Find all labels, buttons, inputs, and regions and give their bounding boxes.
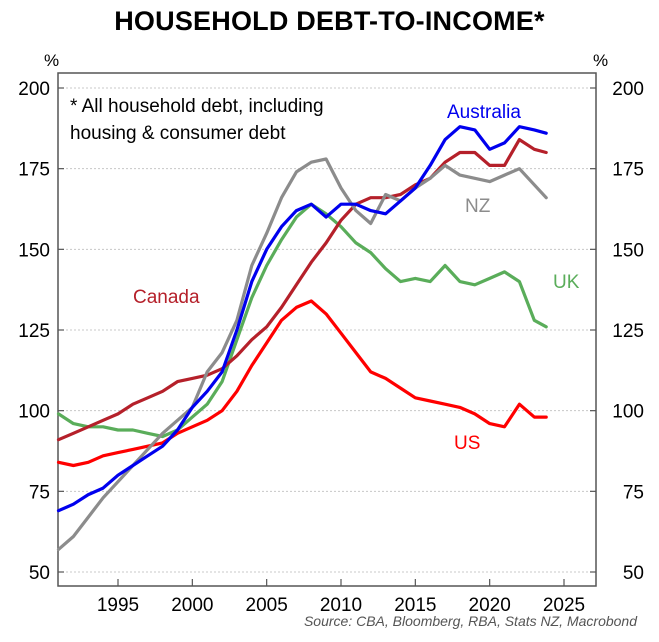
y-tick-label-left: 175 — [18, 160, 50, 181]
series-us — [56, 299, 548, 468]
y-tick-label-left: 125 — [18, 321, 50, 342]
x-tick-label: 2010 — [320, 595, 362, 616]
y-tick-label-left: 75 — [29, 482, 50, 503]
series-canada — [56, 138, 548, 442]
series-australia — [56, 125, 548, 513]
label-australia: Australia — [447, 102, 521, 123]
right-unit-label: % — [593, 51, 608, 70]
x-tick-label: 2000 — [171, 595, 213, 616]
series-lines — [56, 125, 548, 552]
gridlines — [58, 87, 596, 573]
label-us: US — [454, 433, 480, 454]
x-tick-label: 2015 — [394, 595, 436, 616]
y-tick-label-right: 100 — [612, 402, 644, 423]
x-axis: 1995 2000 2005 2010 2015 2020 2025 — [97, 579, 585, 616]
label-nz: NZ — [465, 196, 491, 217]
y-tick-label-right: 175 — [612, 160, 644, 181]
left-unit-label: % — [44, 51, 59, 70]
x-tick-label: 2020 — [469, 595, 511, 616]
y-tick-label-left: 100 — [18, 402, 50, 423]
y-tick-label-right: 200 — [612, 79, 644, 100]
footnote-line-2: housing & consumer debt — [70, 123, 286, 144]
y-tick-label-left: 200 — [18, 79, 50, 100]
label-canada: Canada — [133, 287, 200, 308]
y-axis-left: 200 175 150 125 100 75 50 — [18, 79, 64, 584]
label-uk: UK — [553, 272, 580, 293]
footnote-line-1: * All household debt, including — [70, 96, 324, 117]
source-note: Source: CBA, Bloomberg, RBA, Stats NZ, M… — [303, 613, 637, 629]
y-tick-label-right: 75 — [623, 482, 644, 503]
x-tick-label: 2005 — [246, 595, 288, 616]
y-tick-label-left: 150 — [18, 240, 50, 261]
y-tick-label-right: 50 — [623, 563, 644, 584]
chart-title: HOUSEHOLD DEBT-TO-INCOME* — [114, 6, 545, 36]
y-tick-label-left: 50 — [29, 563, 50, 584]
y-tick-label-right: 150 — [612, 240, 644, 261]
series-nz — [56, 157, 548, 552]
series-uk — [56, 202, 548, 439]
y-tick-label-right: 125 — [612, 321, 644, 342]
y-axis-right: 200 175 150 125 100 75 50 — [590, 79, 644, 584]
x-tick-label: 1995 — [97, 595, 139, 616]
x-tick-label: 2025 — [543, 595, 585, 616]
